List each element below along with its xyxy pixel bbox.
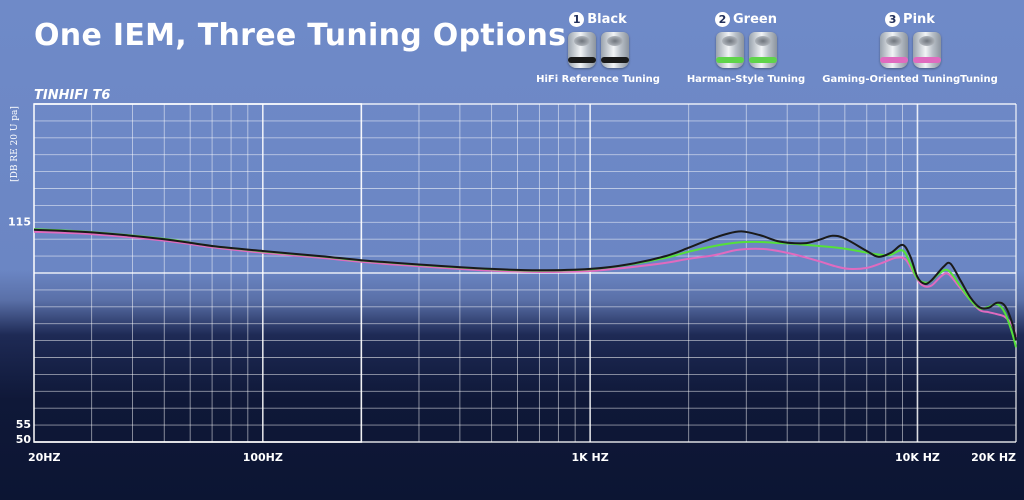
y-tick-label: 55 (16, 418, 31, 431)
nozzle-pink-icon-right (912, 32, 941, 68)
model-label: TINHIFI T6 (34, 88, 111, 103)
option-number-1: 1 (569, 12, 585, 27)
nozzle-pair-black-icon (518, 32, 678, 68)
option-subtitle-green: Harman-Style Tuning (686, 74, 806, 85)
y-tick-label: 115 (8, 215, 31, 228)
nozzle-black-icon-left (567, 32, 596, 68)
nozzle-pair-green-icon (666, 32, 826, 68)
option-subtitle-pink: Gaming-Oriented TuningTuning (822, 74, 998, 85)
nozzle-green-icon-right (748, 32, 777, 68)
option-black: 1 Black HiFi Reference Tuning (518, 12, 678, 85)
option-name-green: Green (733, 12, 777, 27)
option-subtitle-black: HiFi Reference Tuning (536, 74, 660, 85)
option-name-black: Black (587, 12, 627, 27)
option-pink: 3 Pink Gaming-Oriented TuningTuning (810, 12, 1010, 85)
series-line-green (33, 228, 1017, 348)
nozzle-black-icon-right (600, 32, 629, 68)
series-line-black (33, 228, 1017, 341)
option-number-2: 2 (715, 12, 730, 27)
series-line-pink (33, 230, 1017, 338)
x-tick-label: 10K HZ (895, 451, 940, 464)
x-tick-label: 20HZ (28, 451, 61, 464)
x-tick-label: 1K HZ (572, 451, 609, 464)
x-tick-label: 100HZ (243, 451, 283, 464)
bass-region-box (33, 103, 363, 443)
option-name-pink: Pink (903, 12, 935, 27)
chart-grid (33, 103, 1017, 443)
chart-series (33, 228, 1017, 348)
x-tick-label: 20K HZ (971, 451, 1016, 464)
nozzle-green-icon-left (715, 32, 744, 68)
option-number-3: 3 (885, 12, 901, 27)
page-title: One IEM, Three Tuning Options (34, 18, 567, 53)
nozzle-pink-icon-left (879, 32, 908, 68)
option-green: 2 Green Harman-Style Tuning (666, 12, 826, 85)
chart-tick-labels: 20HZ 100HZ 1K HZ 10K HZ 20K HZ 115 55 50 (8, 215, 1016, 464)
nozzle-pair-pink-icon (810, 32, 1010, 68)
y-tick-label: 50 (16, 433, 32, 446)
